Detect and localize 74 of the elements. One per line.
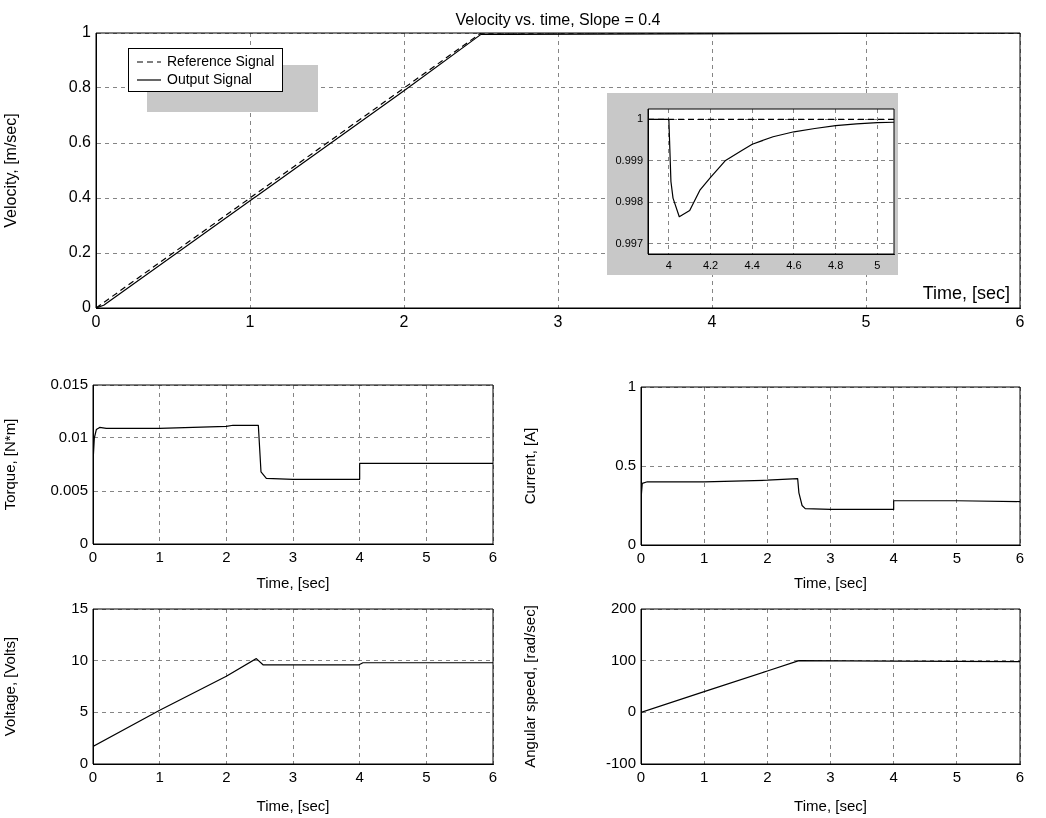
y-tick-label: 0.01 [58, 428, 88, 446]
y-axis-title: Angular speed, [rad/sec] [521, 605, 539, 768]
x-tick-label: 2 [222, 548, 231, 566]
y-tick-label: 0 [79, 534, 88, 552]
y-tick-label: 0.4 [68, 188, 92, 206]
x-tick-label: 1 [699, 768, 709, 786]
x-tick-label: 2 [763, 768, 772, 786]
y-tick-label: 0.005 [50, 481, 88, 499]
x-tick-label: 3 [553, 313, 563, 331]
y-tick-label: 0.999 [615, 153, 643, 166]
y-tick-label: 200 [610, 599, 636, 617]
y-tick-label: 15 [71, 599, 88, 617]
x-tick-label: 4.8 [827, 258, 844, 271]
x-axis-title: Time, [sec] [256, 797, 330, 815]
x-tick-label: 4.4 [744, 258, 760, 271]
x-tick-label: 1 [245, 313, 255, 331]
legend-label: Output Signal [167, 71, 252, 87]
x-tick-label: 3 [826, 549, 835, 567]
legend-label: Reference Signal [167, 53, 275, 69]
y-tick-label: 1 [636, 112, 643, 125]
x-tick-label: 5 [422, 548, 431, 566]
x-tick-label: 6 [488, 548, 498, 566]
x-tick-label: 6 [1015, 313, 1025, 331]
x-tick-label: 6 [488, 768, 498, 786]
x-tick-label: 4 [665, 258, 672, 271]
chart-title: Velocity vs. time, Slope = 0.4 [455, 11, 661, 29]
x-tick-label: 5 [422, 768, 431, 786]
y-axis-title: Velocity, [m/sec] [2, 113, 20, 228]
x-tick-label: 1 [699, 549, 709, 567]
x-axis-title: Time, [sec] [794, 797, 867, 815]
x-tick-label: 4.2 [702, 258, 719, 271]
x-tick-label: 5 [861, 313, 871, 331]
y-tick-label: 10 [71, 650, 88, 668]
y-tick-label: 0.015 [50, 375, 88, 393]
x-tick-label: 6 [1015, 549, 1025, 567]
x-tick-label: 4 [355, 768, 364, 786]
x-axis-title: Time, [sec] [794, 574, 867, 592]
y-axis-title: Torque, [N*m] [1, 418, 19, 511]
y-tick-label: 0 [627, 535, 636, 553]
y-tick-label: -100 [605, 754, 636, 772]
x-tick-label: 1 [155, 548, 164, 566]
y-axis-title: Current, [A] [521, 427, 539, 505]
x-axis-title: Time, [sec] [256, 574, 330, 592]
y-tick-label: 0.997 [615, 236, 643, 249]
y-tick-label: 0.2 [68, 243, 92, 261]
x-tick-label: 2 [399, 313, 409, 331]
x-tick-label: 3 [826, 768, 835, 786]
x-axis-title: Time, [sec] [922, 282, 1010, 303]
x-tick-label: 6 [1015, 768, 1025, 786]
x-tick-label: 3 [288, 768, 298, 786]
y-tick-label: 0 [82, 298, 92, 316]
y-tick-label: 0.6 [68, 133, 92, 151]
y-tick-label: 0.5 [615, 456, 636, 474]
y-tick-label: 1 [82, 23, 92, 41]
y-tick-label: 5 [79, 702, 88, 720]
y-tick-label: 0.998 [615, 195, 643, 208]
x-tick-label: 3 [288, 548, 298, 566]
x-tick-label: 4 [889, 549, 898, 567]
x-tick-label: 5 [952, 768, 962, 786]
y-tick-label: 100 [610, 650, 636, 668]
y-tick-label: 0 [79, 754, 88, 772]
x-tick-label: 4.6 [786, 258, 802, 271]
x-tick-label: 4 [707, 313, 717, 331]
x-tick-label: 5 [952, 549, 962, 567]
x-tick-label: 1 [155, 768, 164, 786]
y-tick-label: 0.8 [68, 78, 92, 96]
y-tick-label: 0 [627, 702, 636, 720]
y-axis-title: Voltage, [Volts] [1, 636, 19, 737]
x-tick-label: 4 [889, 768, 898, 786]
x-tick-label: 4 [355, 548, 364, 566]
y-tick-label: 1 [627, 377, 636, 395]
x-tick-label: 5 [874, 258, 881, 271]
x-tick-label: 2 [222, 768, 231, 786]
x-tick-label: 2 [763, 549, 772, 567]
